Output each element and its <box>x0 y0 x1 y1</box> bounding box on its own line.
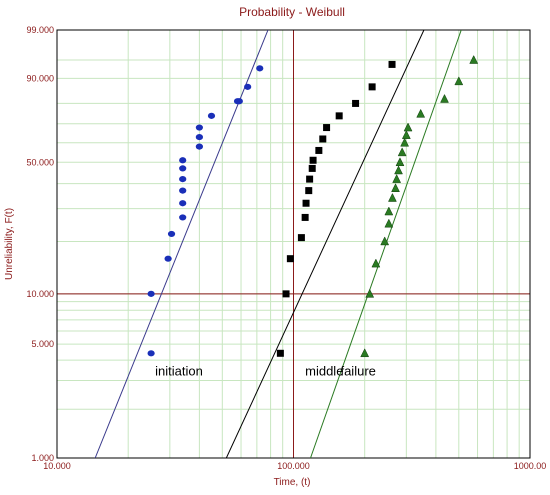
fit-line-middle <box>225 30 425 458</box>
y-tick-label: 50.000 <box>26 157 54 167</box>
data-point-initiation <box>164 255 172 262</box>
x-axis-title: Time, (t) <box>274 477 311 488</box>
tick-labels: 10.000 100.000 1000.00 1.000 5.000 10.000 50.0… <box>26 25 546 471</box>
data-point-middle <box>297 234 305 242</box>
data-point-initiation <box>195 133 203 141</box>
data-point-initiation <box>167 230 176 238</box>
y-tick-label: 10.000 <box>26 289 54 299</box>
x-tick-label: 100.000 <box>277 461 310 471</box>
data-point-initiation <box>256 65 264 72</box>
data-point-initiation <box>195 124 203 131</box>
y-tick-label: 1.000 <box>31 453 54 463</box>
data-point-initiation <box>195 143 203 150</box>
data-point-failure <box>360 348 370 358</box>
data-point-middle <box>276 349 284 357</box>
series-label-middle: middle <box>305 364 343 379</box>
y-tick-label: 90.000 <box>26 73 54 83</box>
data-point-failure <box>454 76 464 86</box>
x-tick-label: 1000.00 <box>514 461 547 471</box>
chart-title: Probability - Weibull <box>239 5 345 19</box>
series-label-failure: failure <box>340 364 375 379</box>
data-point-failure <box>380 236 390 246</box>
data-point-middle <box>302 199 310 207</box>
data-point-failure <box>384 206 394 216</box>
data-points <box>147 54 479 358</box>
y-axis-title: Unreliability, F(t) <box>4 208 15 280</box>
data-point-initiation <box>207 112 216 119</box>
data-point-middle <box>335 112 343 120</box>
data-point-initiation <box>147 350 155 357</box>
data-point-initiation <box>179 157 187 164</box>
data-point-middle <box>368 83 376 91</box>
data-point-initiation <box>244 83 252 90</box>
data-point-middle <box>286 255 294 263</box>
data-point-failure <box>365 288 375 298</box>
data-point-failure <box>394 165 403 175</box>
grid <box>56 29 531 459</box>
data-point-initiation <box>235 98 243 105</box>
data-point-failure <box>400 137 410 147</box>
data-point-failure <box>397 147 407 157</box>
data-point-failure <box>403 122 413 132</box>
data-point-failure <box>388 192 397 202</box>
data-point-middle <box>352 99 360 107</box>
data-point-initiation <box>179 165 187 172</box>
plot-frame <box>56 29 531 459</box>
data-point-initiation <box>179 187 187 194</box>
data-point-middle <box>306 175 314 183</box>
data-point-middle <box>282 290 290 298</box>
series-label-initiation: initiation <box>155 364 203 379</box>
y-tick-label: 5.000 <box>31 339 54 349</box>
data-point-failure <box>395 157 405 167</box>
data-point-failure <box>391 183 400 192</box>
data-point-initiation <box>147 290 155 297</box>
data-point-middle <box>319 135 327 143</box>
x-tick-label: 10.000 <box>43 461 71 471</box>
data-point-middle <box>388 60 396 68</box>
data-point-middle <box>308 164 316 172</box>
data-point-initiation <box>179 214 187 221</box>
data-point-failure <box>440 93 449 103</box>
data-point-initiation <box>179 200 187 207</box>
data-point-failure <box>469 54 479 64</box>
data-point-failure <box>392 174 402 183</box>
data-point-failure <box>416 108 426 118</box>
data-point-middle <box>301 213 309 221</box>
data-point-middle <box>315 146 323 154</box>
data-point-middle <box>323 124 331 132</box>
y-tick-label: 99.000 <box>26 25 54 35</box>
data-point-initiation <box>179 176 187 183</box>
data-point-failure <box>384 218 394 228</box>
data-point-failure <box>371 258 381 268</box>
data-point-middle <box>305 187 313 195</box>
data-point-middle <box>309 156 317 164</box>
data-point-failure <box>401 130 411 139</box>
